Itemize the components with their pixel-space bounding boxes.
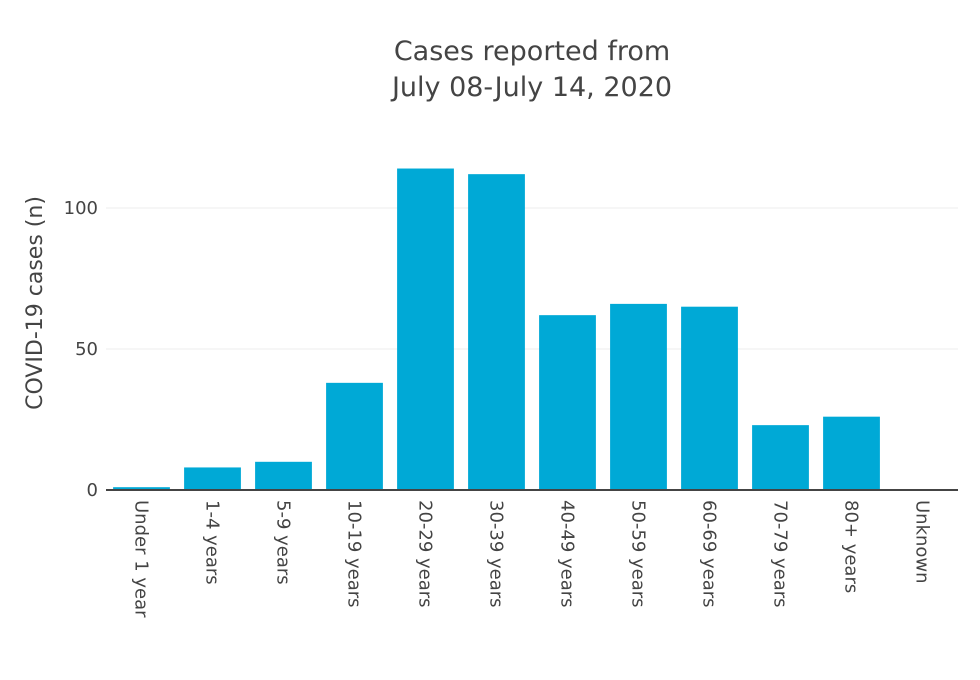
bar — [184, 467, 241, 490]
bar — [326, 382, 383, 490]
x-tick-label: 20-29 years — [415, 500, 436, 608]
y-tick-label: 0 — [87, 480, 98, 501]
chart-title-line-2: July 08-July 14, 2020 — [390, 72, 672, 103]
x-tick-label: 30-39 years — [486, 500, 507, 608]
x-tick-label: 1-4 years — [202, 500, 223, 585]
x-tick-label: 70-79 years — [770, 500, 791, 608]
x-tick-label: 40-49 years — [557, 500, 578, 608]
bar — [752, 425, 809, 490]
bar — [468, 174, 525, 490]
bar — [610, 303, 667, 490]
bar — [539, 315, 596, 490]
x-tick-label: 60-69 years — [699, 500, 720, 608]
y-axis-title: COVID-19 cases (n) — [23, 196, 48, 410]
chart-title-line-1: Cases reported from — [394, 36, 670, 67]
bar — [823, 416, 880, 490]
x-tick-label: Under 1 year — [131, 500, 152, 618]
x-tick-label: 80+ years — [841, 500, 862, 593]
bar — [681, 306, 738, 490]
x-tick-label: 5-9 years — [273, 500, 294, 585]
bar — [255, 461, 312, 490]
x-tick-label: 10-19 years — [344, 500, 365, 608]
gridlines — [106, 207, 958, 350]
bar — [113, 487, 170, 490]
bars — [113, 168, 880, 490]
x-tick-label: Unknown — [912, 500, 933, 584]
axes: 0 50 100 Under 1 year 1-4 years 5-9 years 10-1… — [64, 198, 958, 618]
bar — [397, 168, 454, 490]
x-tick-label: 50-59 years — [628, 500, 649, 608]
y-tick-label: 100 — [64, 198, 98, 219]
y-tick-label: 50 — [75, 339, 98, 360]
